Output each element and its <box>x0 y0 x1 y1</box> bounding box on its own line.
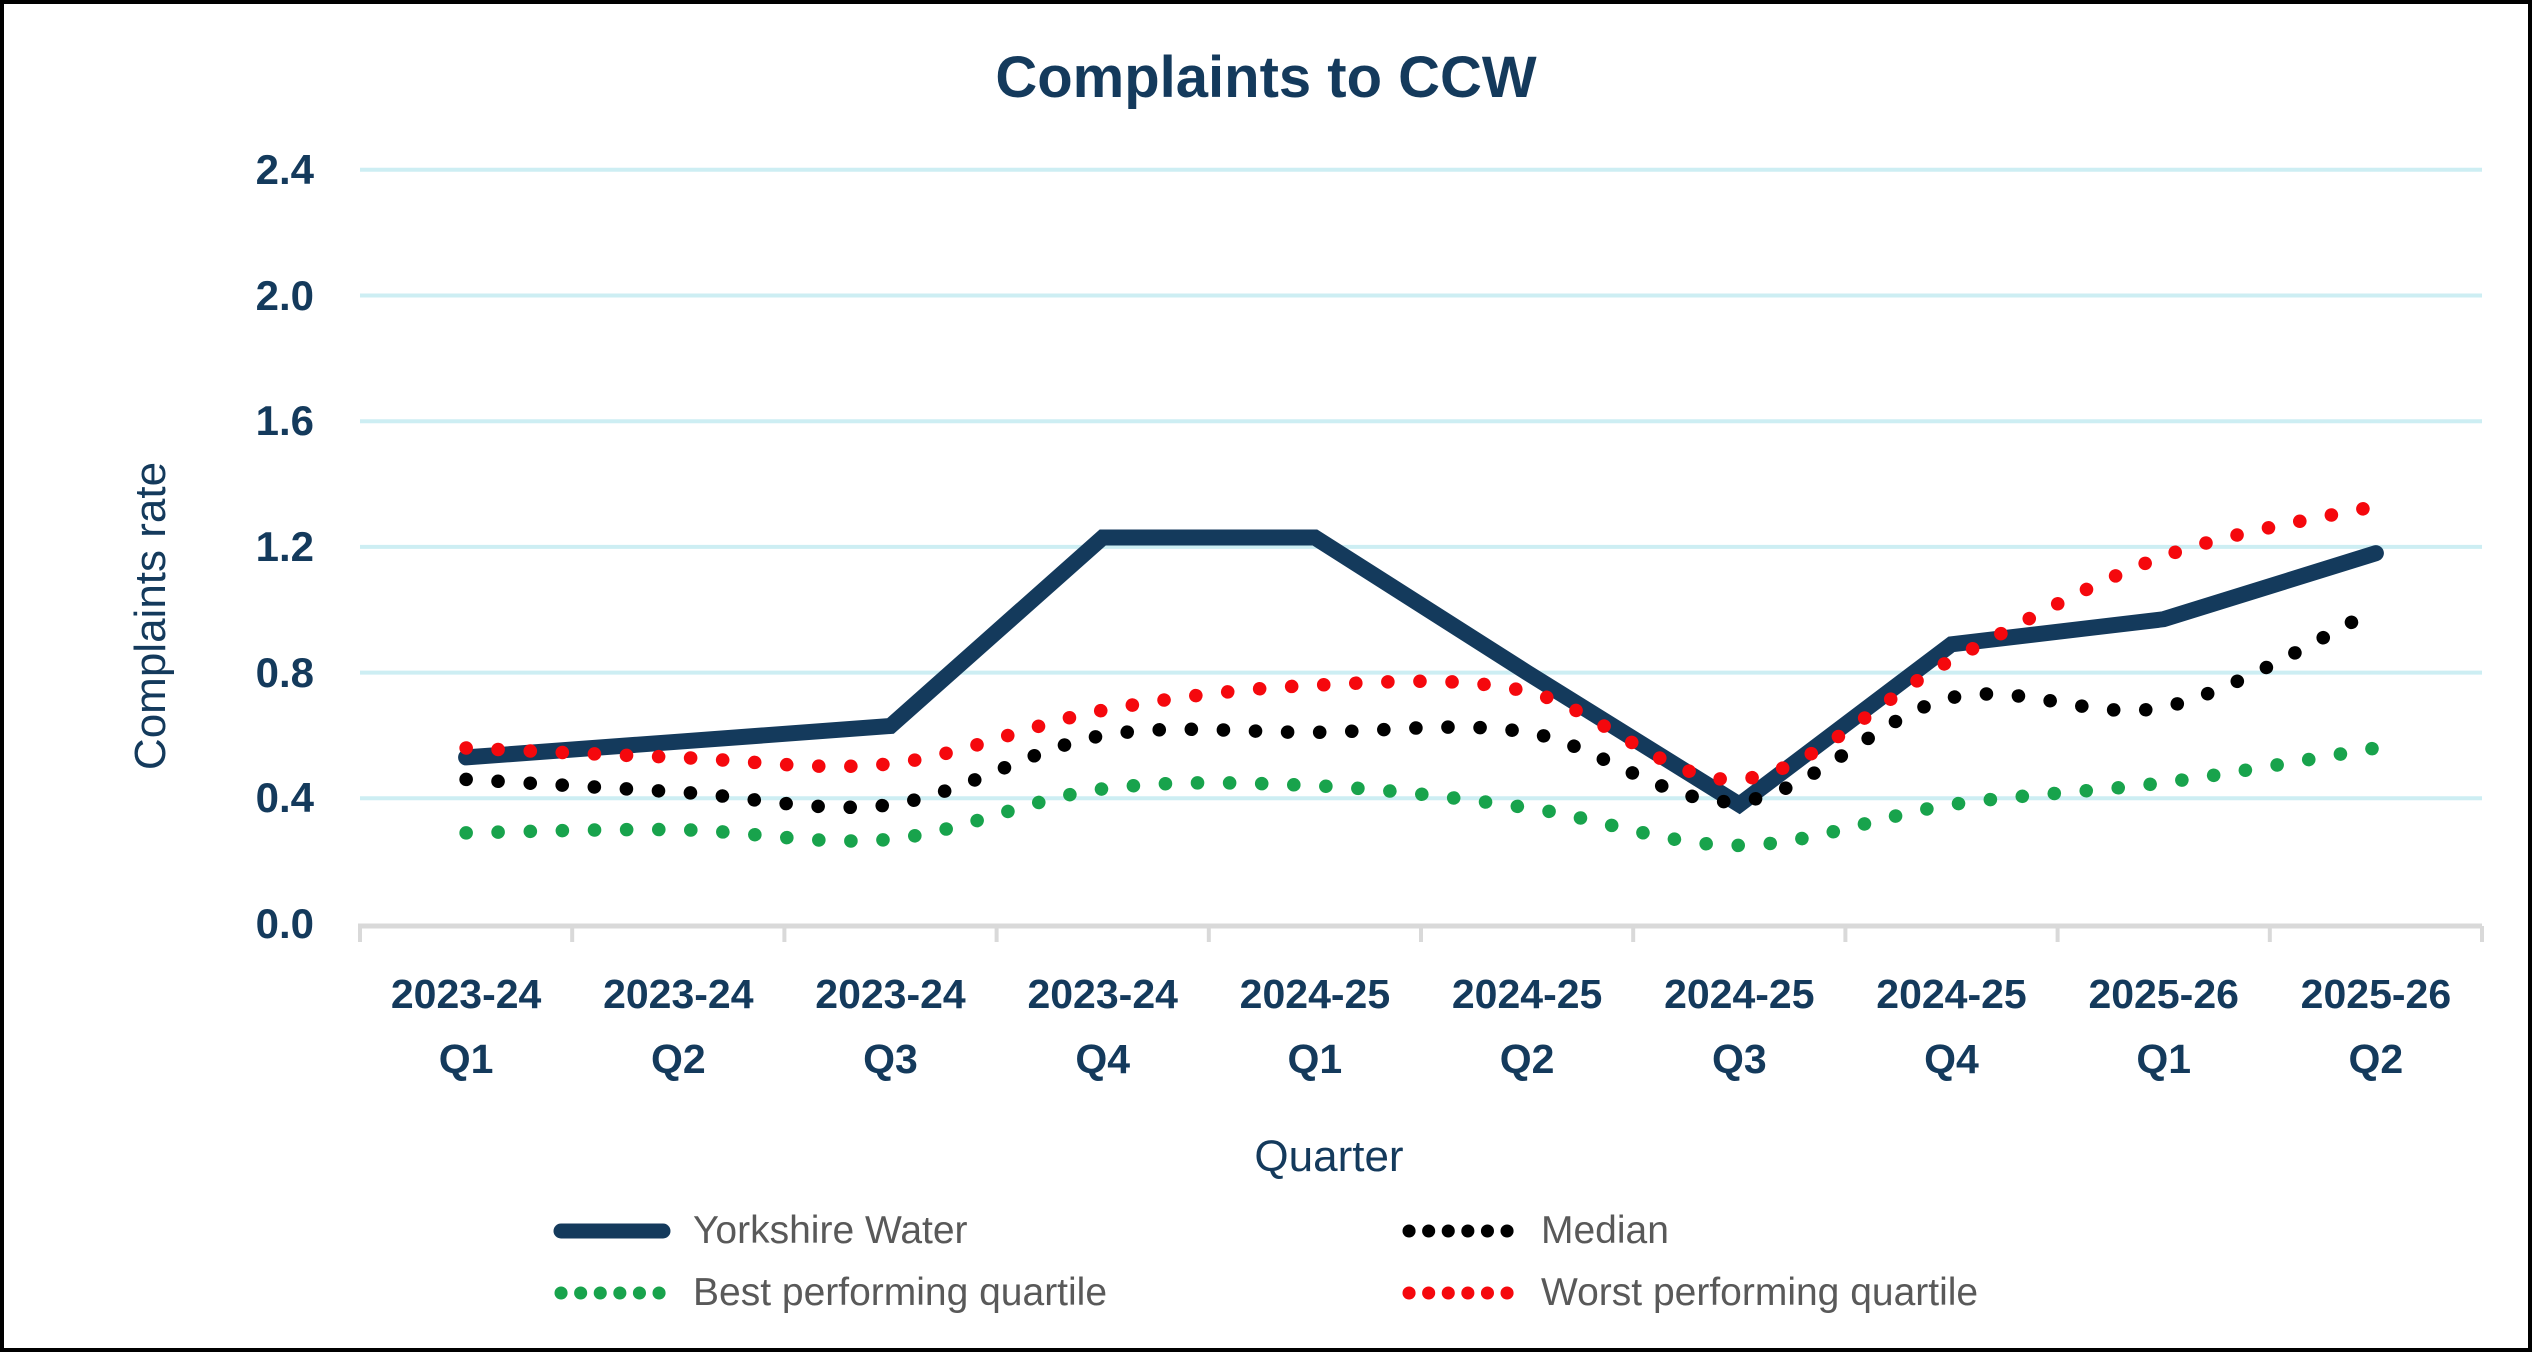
x-category-quarter: Q4 <box>1924 1036 1979 1082</box>
legend-swatch-median-icon <box>1402 1224 1518 1238</box>
legend-label: Worst performing quartile <box>1541 1271 1979 1314</box>
x-category-quarter: Q1 <box>438 1036 494 1082</box>
x-category-year: 2024-25 <box>1239 971 1391 1017</box>
x-category-year: 2023-24 <box>603 971 754 1017</box>
legend-swatch-yorkshire-water-icon <box>553 1223 671 1239</box>
y-tick-label: 0.0 <box>255 900 314 947</box>
x-category-year: 2023-24 <box>1027 971 1178 1017</box>
x-category-label: 2023-24 Q2 <box>558 962 798 1092</box>
x-category-year: 2023-24 <box>815 971 966 1017</box>
x-category-year: 2024-25 <box>1451 971 1603 1017</box>
x-category-label: 2025-26 Q1 <box>2044 962 2284 1092</box>
y-tick-label: 2.0 <box>255 271 314 319</box>
x-category-label: 2024-25 Q1 <box>1195 962 1435 1092</box>
legend-item-yorkshire-water: Yorkshire Water <box>553 1208 1401 1254</box>
plot-area <box>358 167 2484 942</box>
x-category-label: 2023-24 Q3 <box>771 962 1011 1092</box>
legend-item-median: Median <box>1401 1208 1978 1254</box>
x-category-year: 2024-25 <box>1664 971 1815 1017</box>
x-category-year: 2025-26 <box>2300 971 2452 1017</box>
chart-title: Complaints to CCW <box>995 45 1537 110</box>
x-category-label: 2023-24 Q1 <box>346 962 586 1092</box>
x-category-label: 2023-24 Q4 <box>983 962 1223 1092</box>
legend-label: Best performing quartile <box>693 1271 1108 1314</box>
y-tick-label: 2.4 <box>255 145 314 193</box>
y-tick-label: 1.2 <box>255 522 314 570</box>
x-category-quarter: Q2 <box>2348 1036 2404 1082</box>
y-tick-label: 0.4 <box>255 774 314 822</box>
x-category-year: 2024-25 <box>1876 971 2027 1017</box>
x-category-year: 2023-24 <box>390 971 542 1017</box>
legend-swatch-best-performing-quartile-icon <box>554 1286 670 1300</box>
x-category-label: 2024-25 Q3 <box>1619 962 1859 1092</box>
legend: Yorkshire Water Median Best performing qua… <box>553 1208 1978 1316</box>
x-category-quarter: Q4 <box>1075 1036 1131 1082</box>
y-tick-label: 1.6 <box>255 397 314 445</box>
x-category-label: 2024-25 Q4 <box>1832 962 2072 1092</box>
x-category-quarter: Q2 <box>650 1036 706 1082</box>
x-category-quarter: Q3 <box>1711 1036 1767 1082</box>
series-line-median <box>459 603 2383 815</box>
x-axis-title: Quarter <box>1254 1132 1404 1181</box>
x-category-quarter: Q3 <box>863 1036 918 1082</box>
x-category-quarter: Q2 <box>1499 1036 1555 1082</box>
x-category-label: 2025-26 Q2 <box>2256 962 2496 1092</box>
legend-swatch-worst-performing-quartile-icon <box>1402 1286 1518 1300</box>
series-line-yorkshire-water <box>458 529 2384 815</box>
series-line-best-performing-quartile <box>459 741 2383 853</box>
legend-item-worst-performing-quartile: Worst performing quartile <box>1401 1270 1978 1316</box>
series-line-worst-performing-quartile <box>459 499 2383 787</box>
legend-label: Median <box>1541 1209 1669 1252</box>
x-category-quarter: Q1 <box>2136 1036 2192 1082</box>
x-category-quarter: Q1 <box>1287 1036 1343 1082</box>
x-category-label: 2024-25 Q2 <box>1407 962 1647 1092</box>
x-category-year: 2025-26 <box>2088 971 2239 1017</box>
legend-item-best-performing-quartile: Best performing quartile <box>553 1270 1401 1316</box>
y-axis-title: Complaints rate <box>126 461 175 771</box>
y-tick-label: 0.8 <box>255 648 314 696</box>
legend-label: Yorkshire Water <box>693 1209 968 1252</box>
